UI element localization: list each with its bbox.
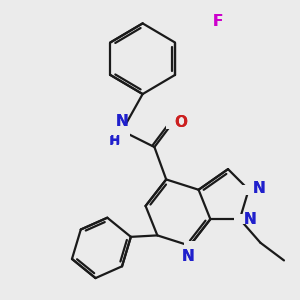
Text: N: N	[243, 212, 256, 227]
Text: N: N	[182, 249, 195, 264]
FancyBboxPatch shape	[242, 184, 255, 195]
FancyBboxPatch shape	[166, 118, 178, 129]
Text: N: N	[116, 114, 128, 129]
FancyBboxPatch shape	[114, 125, 130, 137]
Text: O: O	[174, 115, 188, 130]
FancyBboxPatch shape	[204, 17, 217, 27]
FancyBboxPatch shape	[184, 241, 196, 251]
Text: O: O	[174, 115, 188, 130]
Text: N: N	[182, 249, 195, 264]
FancyBboxPatch shape	[234, 214, 246, 224]
Text: N: N	[243, 212, 256, 227]
Text: F: F	[213, 14, 223, 29]
Text: H: H	[110, 134, 121, 147]
Text: N: N	[116, 114, 128, 129]
Text: H: H	[109, 135, 120, 148]
Text: F: F	[213, 14, 223, 29]
Text: N: N	[252, 181, 265, 196]
Text: N: N	[252, 181, 265, 196]
